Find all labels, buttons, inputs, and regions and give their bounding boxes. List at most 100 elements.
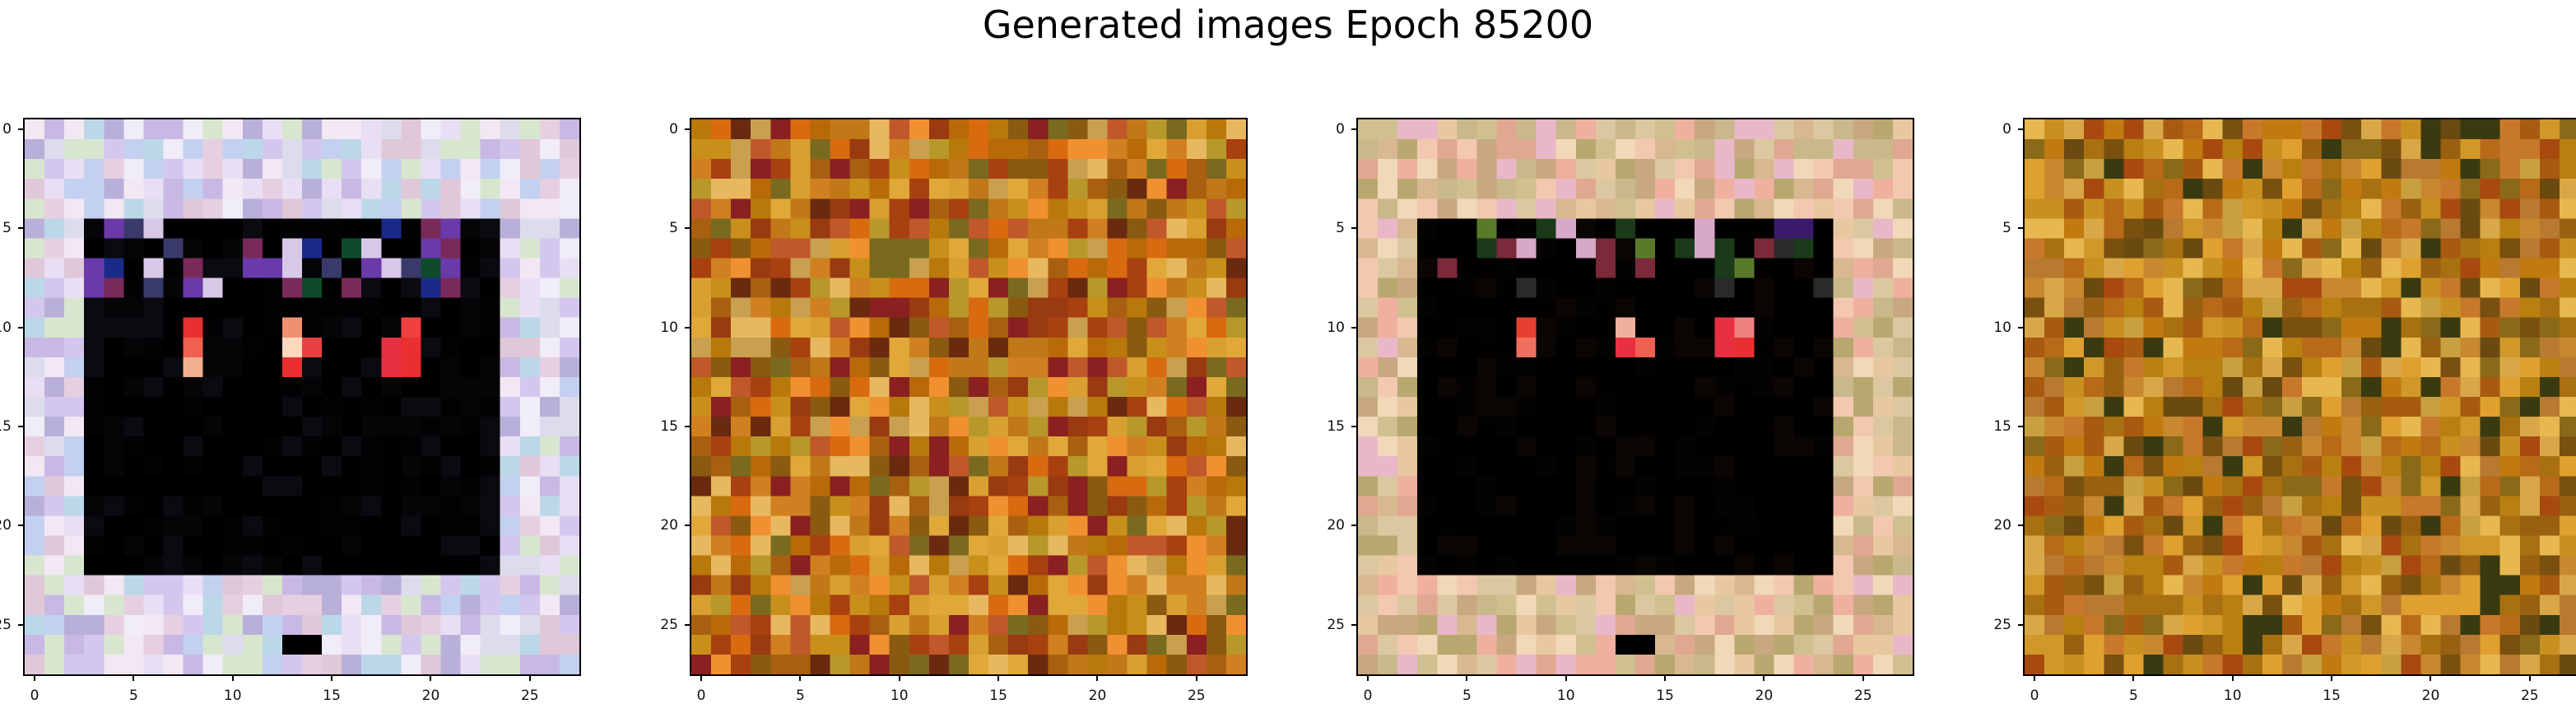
y-tick-mark <box>1351 227 1358 230</box>
x-tick-mark <box>2231 674 2234 681</box>
x-tick-mark <box>700 674 703 681</box>
y-tick-mark <box>18 623 25 626</box>
x-tick-label: 10 <box>223 688 242 704</box>
x-tick-label: 5 <box>1462 688 1472 704</box>
y-tick-label: 15 <box>0 418 12 436</box>
figure-title: Generated images Epoch 85200 <box>982 2 1594 47</box>
x-tick-mark <box>1664 674 1667 681</box>
x-tick-label: 20 <box>421 688 440 704</box>
y-tick-label: 5 <box>669 220 678 237</box>
x-tick-label: 20 <box>2421 688 2440 704</box>
x-tick-mark <box>2430 674 2432 681</box>
heatmap-image <box>690 118 1248 676</box>
y-tick-label: 10 <box>0 319 12 336</box>
y-tick-mark <box>685 227 691 230</box>
x-tick-label: 0 <box>30 688 40 704</box>
y-tick-label: 25 <box>0 616 12 633</box>
y-tick-label: 15 <box>1993 418 2011 436</box>
y-tick-mark <box>2018 326 2025 329</box>
y-tick-mark <box>1351 623 1358 626</box>
x-tick-label: 25 <box>1853 688 1872 704</box>
y-tick-mark <box>18 128 25 131</box>
y-tick-mark <box>2018 623 2025 626</box>
x-tick-label: 20 <box>1755 688 1774 704</box>
y-tick-mark <box>18 227 25 230</box>
y-tick-mark <box>1351 525 1358 527</box>
x-tick-mark <box>898 674 900 681</box>
panel-4: 0 5 10 15 20 25 0 5 10 15 20 25 <box>1993 118 2576 704</box>
y-tick-mark <box>2018 227 2025 230</box>
x-tick-mark <box>1466 674 1468 681</box>
x-tick-mark <box>1862 674 1864 681</box>
x-tick-label: 5 <box>2128 688 2138 704</box>
y-tick-label: 25 <box>660 616 678 633</box>
y-tick-label: 25 <box>1993 616 2011 633</box>
y-tick-label: 15 <box>660 418 678 436</box>
x-tick-mark <box>2132 674 2135 681</box>
y-tick-label: 10 <box>1327 319 1345 336</box>
x-tick-mark <box>2331 674 2333 681</box>
y-tick-label: 20 <box>660 517 678 534</box>
y-tick-label: 10 <box>1993 319 2011 336</box>
y-tick-mark <box>2018 525 2025 527</box>
x-tick-mark <box>331 674 333 681</box>
y-tick-mark <box>685 525 691 527</box>
x-tick-mark <box>528 674 531 681</box>
x-tick-label: 10 <box>1556 688 1575 704</box>
y-tick-mark <box>685 326 691 329</box>
x-tick-label: 15 <box>2323 688 2341 704</box>
x-tick-mark <box>34 674 36 681</box>
x-tick-label: 5 <box>128 688 138 704</box>
y-tick-label: 0 <box>2002 121 2011 138</box>
y-tick-label: 5 <box>2002 220 2011 237</box>
y-tick-mark <box>685 426 691 428</box>
y-tick-label: 20 <box>1993 517 2011 534</box>
x-tick-label: 5 <box>795 688 805 704</box>
y-tick-mark <box>1351 326 1358 329</box>
heatmap-image <box>2023 118 2576 676</box>
x-tick-label: 10 <box>890 688 909 704</box>
x-tick-mark <box>133 674 135 681</box>
panel-2: 0 5 10 15 20 25 0 5 10 15 20 25 <box>660 118 1248 704</box>
x-tick-mark <box>1763 674 1765 681</box>
y-tick-label: 5 <box>2 220 12 237</box>
x-tick-mark <box>231 674 234 681</box>
y-tick-label: 0 <box>1336 121 1345 138</box>
y-tick-label: 20 <box>1327 517 1345 534</box>
y-tick-label: 0 <box>669 121 678 138</box>
x-tick-label: 0 <box>1363 688 1373 704</box>
y-tick-mark <box>18 525 25 527</box>
x-tick-mark <box>1367 674 1369 681</box>
heatmap-image <box>23 118 581 676</box>
x-tick-mark <box>997 674 1000 681</box>
x-tick-label: 25 <box>520 688 539 704</box>
y-tick-label: 25 <box>1327 616 1345 633</box>
x-tick-mark <box>2034 674 2036 681</box>
y-tick-mark <box>2018 128 2025 131</box>
panel-3: 0 5 10 15 20 25 0 5 10 15 20 25 <box>1327 118 1914 704</box>
y-tick-mark <box>1351 128 1358 131</box>
x-tick-label: 15 <box>989 688 1007 704</box>
y-tick-label: 0 <box>2 121 12 138</box>
y-tick-label: 5 <box>1336 220 1345 237</box>
x-tick-mark <box>430 674 432 681</box>
y-tick-mark <box>18 326 25 329</box>
panel-1: 0 5 10 15 20 25 0 5 10 15 20 25 <box>0 118 581 704</box>
heatmap-image <box>1356 118 1914 676</box>
x-tick-mark <box>2528 674 2531 681</box>
y-tick-mark <box>685 623 691 626</box>
y-tick-label: 20 <box>0 517 12 534</box>
x-tick-label: 20 <box>1088 688 1107 704</box>
y-tick-mark <box>1351 426 1358 428</box>
y-tick-mark <box>2018 426 2025 428</box>
x-tick-label: 15 <box>323 688 341 704</box>
x-tick-mark <box>1565 674 1567 681</box>
x-tick-mark <box>799 674 802 681</box>
x-tick-mark <box>1195 674 1197 681</box>
x-tick-label: 0 <box>696 688 706 704</box>
x-tick-label: 25 <box>2520 688 2539 704</box>
y-tick-label: 10 <box>660 319 678 336</box>
x-tick-label: 15 <box>1656 688 1674 704</box>
x-tick-label: 10 <box>2223 688 2242 704</box>
y-tick-label: 15 <box>1327 418 1345 436</box>
